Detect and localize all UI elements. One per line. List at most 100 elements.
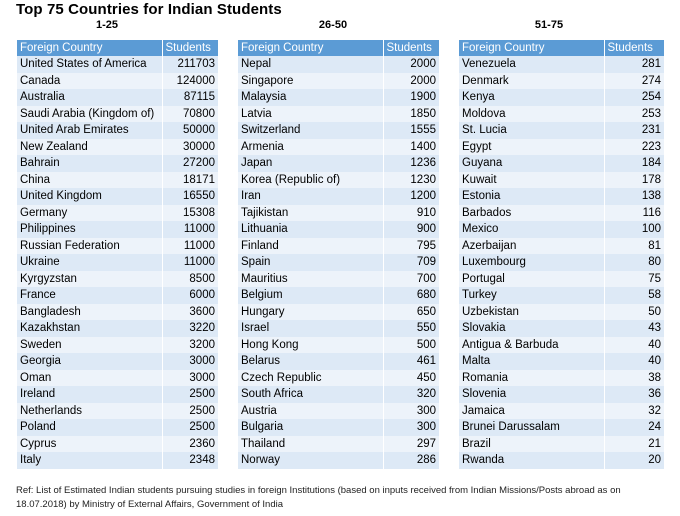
students-cell: 15308 — [162, 204, 218, 221]
students-cell: 43 — [604, 320, 664, 337]
table-row: Latvia 1850 — [238, 105, 439, 122]
table-row: Slovenia 36 — [459, 386, 664, 403]
country-cell: Latvia — [238, 105, 384, 122]
country-cell: Azerbaijan — [459, 237, 605, 254]
country-cell: Slovenia — [459, 386, 605, 403]
table-row: Kuwait 178 — [459, 171, 664, 188]
table-row: United Kingdom 16550 — [17, 188, 218, 205]
students-cell: 30000 — [162, 138, 218, 155]
students-cell: 2500 — [162, 402, 218, 419]
table-row: France 6000 — [17, 287, 218, 304]
country-cell: Philippines — [17, 221, 163, 238]
country-cell: Portugal — [459, 270, 605, 287]
country-cell: Austria — [238, 402, 384, 419]
students-cell: 11000 — [162, 254, 218, 271]
country-cell: Turkey — [459, 287, 605, 304]
students-cell: 87115 — [162, 89, 218, 106]
table-row: Norway 286 — [238, 452, 439, 469]
country-cell: Antigua & Barbuda — [459, 336, 605, 353]
table-row: Barbados 116 — [459, 204, 664, 221]
students-cell: 70800 — [162, 105, 218, 122]
table-row: Tajikistan 910 — [238, 204, 439, 221]
country-cell: Slovakia — [459, 320, 605, 337]
students-cell: 21 — [604, 435, 664, 452]
students-cell: 18171 — [162, 171, 218, 188]
students-cell: 3000 — [162, 369, 218, 386]
table-row: Rwanda 20 — [459, 452, 664, 469]
students-cell: 795 — [383, 237, 439, 254]
table-row: Uzbekistan 50 — [459, 303, 664, 320]
table-row: Slovakia 43 — [459, 320, 664, 337]
table-row: Mauritius 700 — [238, 270, 439, 287]
country-cell: United Kingdom — [17, 188, 163, 205]
table-row: Bulgaria 300 — [238, 419, 439, 436]
column-header-country: Foreign Country — [17, 40, 163, 56]
country-cell: Cyprus — [17, 435, 163, 452]
table-row: Nepal 2000 — [238, 56, 439, 73]
country-cell: Moldova — [459, 105, 605, 122]
country-cell: Bangladesh — [17, 303, 163, 320]
country-cell: Uzbekistan — [459, 303, 605, 320]
table-row: Russian Federation 11000 — [17, 237, 218, 254]
country-table-2: Foreign Country Students Nepal 2000 Singap… — [238, 40, 439, 469]
table-row: Belgium 680 — [238, 287, 439, 304]
country-cell: Iran — [238, 188, 384, 205]
country-cell: Italy — [17, 452, 163, 469]
country-cell: Sweden — [17, 336, 163, 353]
table-row: Luxembourg 80 — [459, 254, 664, 271]
students-cell: 231 — [604, 122, 664, 139]
students-cell: 138 — [604, 188, 664, 205]
table-row: Sweden 3200 — [17, 336, 218, 353]
table-row: Bahrain 27200 — [17, 155, 218, 172]
students-cell: 1236 — [383, 155, 439, 172]
country-cell: Georgia — [17, 353, 163, 370]
table-row: Moldova 253 — [459, 105, 664, 122]
students-cell: 27200 — [162, 155, 218, 172]
table-row: Thailand 297 — [238, 435, 439, 452]
students-cell: 100 — [604, 221, 664, 238]
table-row: New Zealand 30000 — [17, 138, 218, 155]
table-row: Denmark 274 — [459, 72, 664, 89]
country-cell: Mexico — [459, 221, 605, 238]
students-cell: 38 — [604, 369, 664, 386]
students-cell: 450 — [383, 369, 439, 386]
country-cell: Lithuania — [238, 221, 384, 238]
table-row: Switzerland 1555 — [238, 122, 439, 139]
country-cell: Kenya — [459, 89, 605, 106]
country-cell: Belgium — [238, 287, 384, 304]
table-row: Canada 124000 — [17, 72, 218, 89]
students-cell: 3220 — [162, 320, 218, 337]
country-cell: Luxembourg — [459, 254, 605, 271]
students-cell: 24 — [604, 419, 664, 436]
table-row: Kyrgyzstan 8500 — [17, 270, 218, 287]
column-header-country: Foreign Country — [238, 40, 384, 56]
country-cell: Mauritius — [238, 270, 384, 287]
students-cell: 81 — [604, 237, 664, 254]
table-row: Belarus 461 — [238, 353, 439, 370]
table-row: Finland 795 — [238, 237, 439, 254]
students-cell: 36 — [604, 386, 664, 403]
students-cell: 253 — [604, 105, 664, 122]
country-cell: Poland — [17, 419, 163, 436]
country-cell: Czech Republic — [238, 369, 384, 386]
students-cell: 184 — [604, 155, 664, 172]
country-cell: Barbados — [459, 204, 605, 221]
page-title: Top 75 Countries for Indian Students — [16, 1, 282, 18]
column-header-students: Students — [162, 40, 218, 56]
table-row: Mexico 100 — [459, 221, 664, 238]
country-cell: Russian Federation — [17, 237, 163, 254]
table-row: China 18171 — [17, 171, 218, 188]
country-cell: Kazakhstan — [17, 320, 163, 337]
table-row: Kazakhstan 3220 — [17, 320, 218, 337]
students-cell: 16550 — [162, 188, 218, 205]
students-cell: 461 — [383, 353, 439, 370]
students-cell: 8500 — [162, 270, 218, 287]
students-cell: 3600 — [162, 303, 218, 320]
country-cell: Nepal — [238, 56, 384, 73]
country-cell: Denmark — [459, 72, 605, 89]
table-row: Austria 300 — [238, 402, 439, 419]
table-row: Singapore 2000 — [238, 72, 439, 89]
country-cell: Bahrain — [17, 155, 163, 172]
country-cell: Brazil — [459, 435, 605, 452]
table-row: Saudi Arabia (Kingdom of) 70800 — [17, 105, 218, 122]
